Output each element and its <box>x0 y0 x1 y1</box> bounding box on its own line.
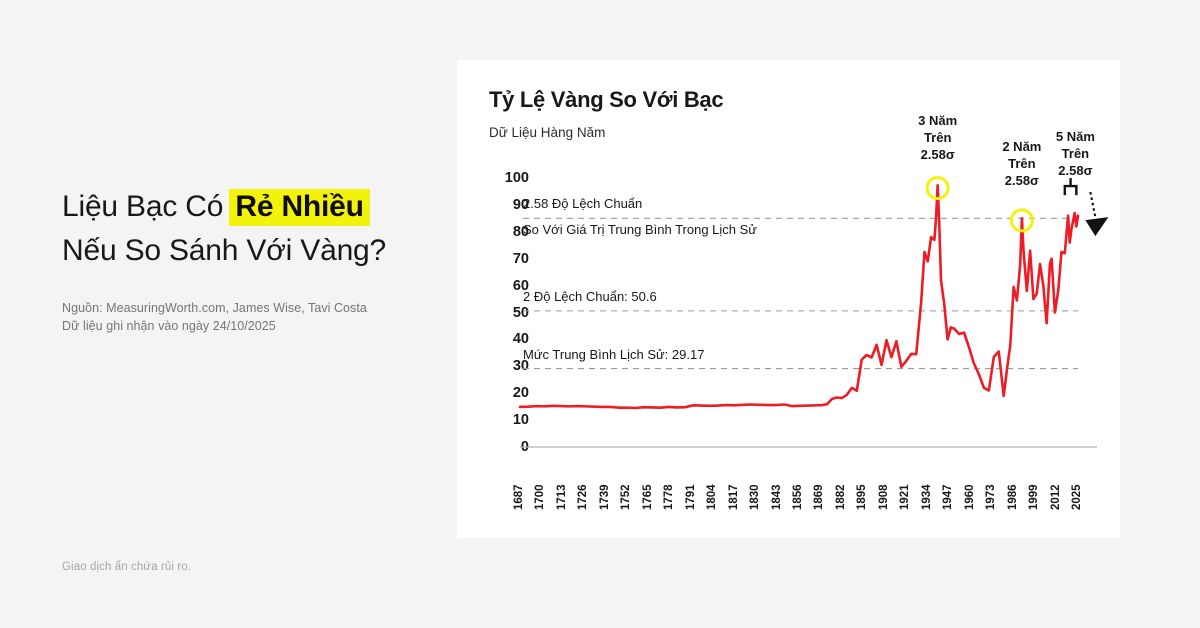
y-tick-100: 100 <box>504 170 529 186</box>
marker-peak-1991 <box>1009 208 1034 233</box>
down-arrow-head <box>1085 217 1109 237</box>
annotation-peak-1940-line-3: 2.58σ <box>920 147 955 162</box>
y-tick-10: 10 <box>512 412 529 429</box>
annotation-peak-1940-line-1: 3 Năm <box>918 113 958 128</box>
annotation-recent-cluster-line-3: 2.58σ <box>1058 163 1093 178</box>
down-arrow-shaft <box>1089 191 1098 223</box>
chart-subtitle: Dữ Liệu Hàng Năm <box>489 125 606 140</box>
marker-peak-1940 <box>925 176 950 201</box>
annotation-recent-cluster: 5 Năm Trên 2.58σ <box>1030 128 1120 179</box>
y-tick-60: 60 <box>512 277 529 294</box>
chart-title: Tỷ Lệ Vàng So Với Bạc <box>489 87 724 112</box>
chart-card: Tỷ Lệ Vàng So Với Bạc Dữ Liệu Hàng Năm 1… <box>457 60 1120 538</box>
annotation-peak-1991-line-3: 2.58σ <box>1004 173 1039 188</box>
gold-silver-ratio-line <box>518 183 1080 410</box>
y-tick-70: 70 <box>512 250 529 267</box>
source-line-2: Dữ liệu ghi nhận vào ngày 24/10/2025 <box>62 319 276 333</box>
source-block: Nguồn: MeasuringWorth.com, James Wise, T… <box>62 299 442 335</box>
annotation-recent-cluster-line-1: 5 Năm <box>1055 129 1095 144</box>
annotation-peak-1940: 3 Năm Trên 2.58σ <box>893 112 983 163</box>
headline-line-2: Nếu So Sánh Với Vàng? <box>62 234 387 267</box>
y-tick-90: 90 <box>512 196 529 213</box>
annotation-peak-1991-line-2: Trên <box>1008 156 1036 171</box>
label-258-sigma-line1: 2.58 Độ Lệch Chuẩn <box>523 196 643 212</box>
headline-text-pre: Liệu Bạc Có <box>62 190 232 223</box>
annotation-peak-1991-line-1: 2 Năm <box>1002 139 1042 154</box>
headline-highlight: Rẻ Nhiều <box>229 189 370 226</box>
y-tick-20: 20 <box>512 385 529 402</box>
disclaimer-text: Giao dịch ẩn chứa rủi ro. <box>62 561 192 573</box>
y-tick-40: 40 <box>512 331 529 348</box>
peak-markers <box>925 176 1034 233</box>
annotation-recent-cluster-line-2: Trên <box>1061 146 1090 161</box>
chart-plot <box>518 176 1109 448</box>
y-tick-50: 50 <box>512 304 529 321</box>
label-2-sigma: 2 Độ Lệch Chuẩn: 50.6 <box>523 288 657 304</box>
reference-lines <box>523 217 1078 370</box>
headline-line-1: Liệu Bạc Có Rẻ Nhiều <box>62 185 442 229</box>
annotation-peak-1991: 2 Năm Trên 2.58σ <box>977 138 1067 189</box>
y-tick-30: 30 <box>512 358 529 375</box>
recent-cluster-bracket <box>1063 178 1078 196</box>
label-historical-mean: Mức Trung Bình Lịch Sử: 29.17 <box>523 346 705 362</box>
source-line-1: Nguồn: MeasuringWorth.com, James Wise, T… <box>62 301 367 315</box>
y-tick-80: 80 <box>512 223 529 240</box>
left-panel: Liệu Bạc Có Rẻ Nhiều Nếu So Sánh Với Vàn… <box>62 185 442 335</box>
label-258-sigma-line2: So Với Giá Trị Trung Bình Trong Lịch Sử <box>523 222 757 238</box>
annotation-peak-1940-line-2: Trên <box>923 130 952 145</box>
recent-bracket-and-arrow <box>1063 178 1109 237</box>
